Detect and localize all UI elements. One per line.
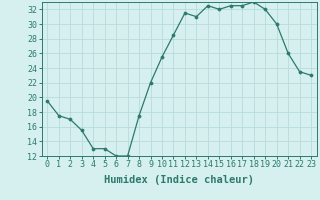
X-axis label: Humidex (Indice chaleur): Humidex (Indice chaleur) — [104, 175, 254, 185]
